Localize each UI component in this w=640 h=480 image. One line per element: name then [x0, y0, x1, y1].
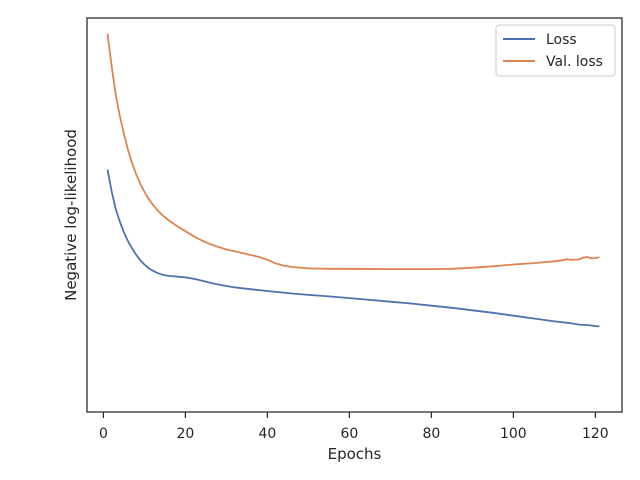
- series-line-loss: [106, 169, 600, 328]
- x-tick-label: 60: [340, 426, 358, 442]
- x-tick-label: 20: [176, 426, 194, 442]
- x-tick-label: 0: [99, 426, 108, 442]
- x-tick-label: 100: [500, 426, 527, 442]
- x-axis-ticks: 0 20 40 60 80 100 120: [99, 412, 609, 442]
- x-axis-label: Epochs: [328, 445, 382, 463]
- y-axis-label: Negative log-likelihood: [62, 129, 80, 301]
- series-layer: [106, 33, 600, 328]
- plot-area: [87, 18, 622, 412]
- legend-label-loss: Loss: [546, 32, 577, 48]
- series-line-val-loss: [106, 33, 600, 270]
- legend-label-val-loss: Val. loss: [546, 54, 603, 70]
- x-tick-label: 40: [258, 426, 276, 442]
- x-tick-label: 80: [422, 426, 440, 442]
- legend-box: [495, 24, 616, 77]
- plot-frame: [86, 17, 623, 413]
- x-tick-label: 120: [582, 426, 609, 442]
- legend: Loss Val. loss: [495, 24, 616, 77]
